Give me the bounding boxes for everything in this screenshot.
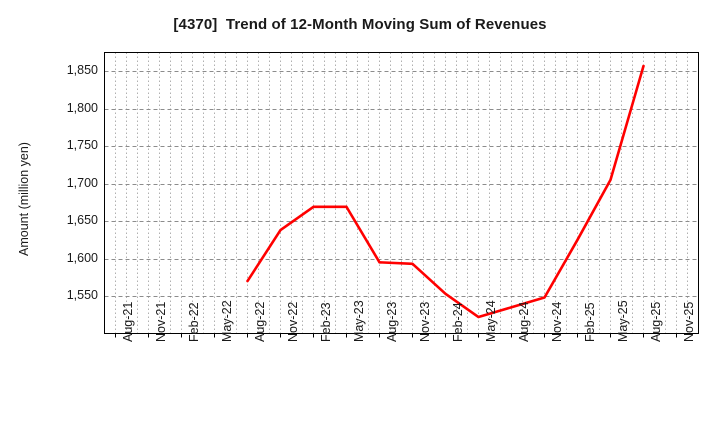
x-tick-label: Feb-22 [186, 301, 201, 342]
major-gridlines [104, 71, 699, 297]
x-tick-label: Nov-25 [681, 301, 696, 342]
x-tick-label: Aug-23 [384, 301, 399, 342]
chart-title: [4370] Trend of 12-Month Moving Sum of R… [173, 16, 547, 33]
x-tick-label: Nov-21 [153, 301, 168, 342]
y-tick-label: 1,700 [66, 175, 98, 190]
y-tick-label: 1,800 [66, 100, 98, 115]
y-tick-label: 1,550 [66, 288, 98, 303]
x-tick-label: Aug-21 [120, 301, 135, 342]
x-tick-label: May-22 [219, 299, 234, 342]
x-tick-label: Feb-25 [582, 301, 597, 342]
y-tick-label: 1,600 [66, 250, 98, 265]
x-tick-label: Aug-25 [648, 301, 663, 342]
y-tick-label: 1,650 [66, 213, 98, 228]
minor-gridlines [115, 52, 688, 334]
x-tick-label: May-24 [483, 299, 498, 342]
series-line-revenues [246, 64, 645, 319]
x-tick-label: Aug-24 [516, 301, 531, 342]
x-tick-label: Nov-22 [285, 301, 300, 342]
x-tick-marks [115, 333, 677, 338]
y-tick-label: 1,750 [66, 138, 98, 153]
x-tick-label: Nov-24 [549, 301, 564, 342]
x-tick-label: May-25 [615, 299, 630, 342]
x-tick-label: May-23 [351, 299, 366, 342]
y-tick-label: 1,850 [66, 63, 98, 78]
x-tick-label: Aug-22 [252, 301, 267, 342]
x-tick-label: Nov-23 [417, 301, 432, 342]
x-tick-label: Feb-24 [450, 301, 465, 342]
plot-frame [104, 52, 699, 334]
x-tick-label: Feb-23 [318, 301, 333, 342]
